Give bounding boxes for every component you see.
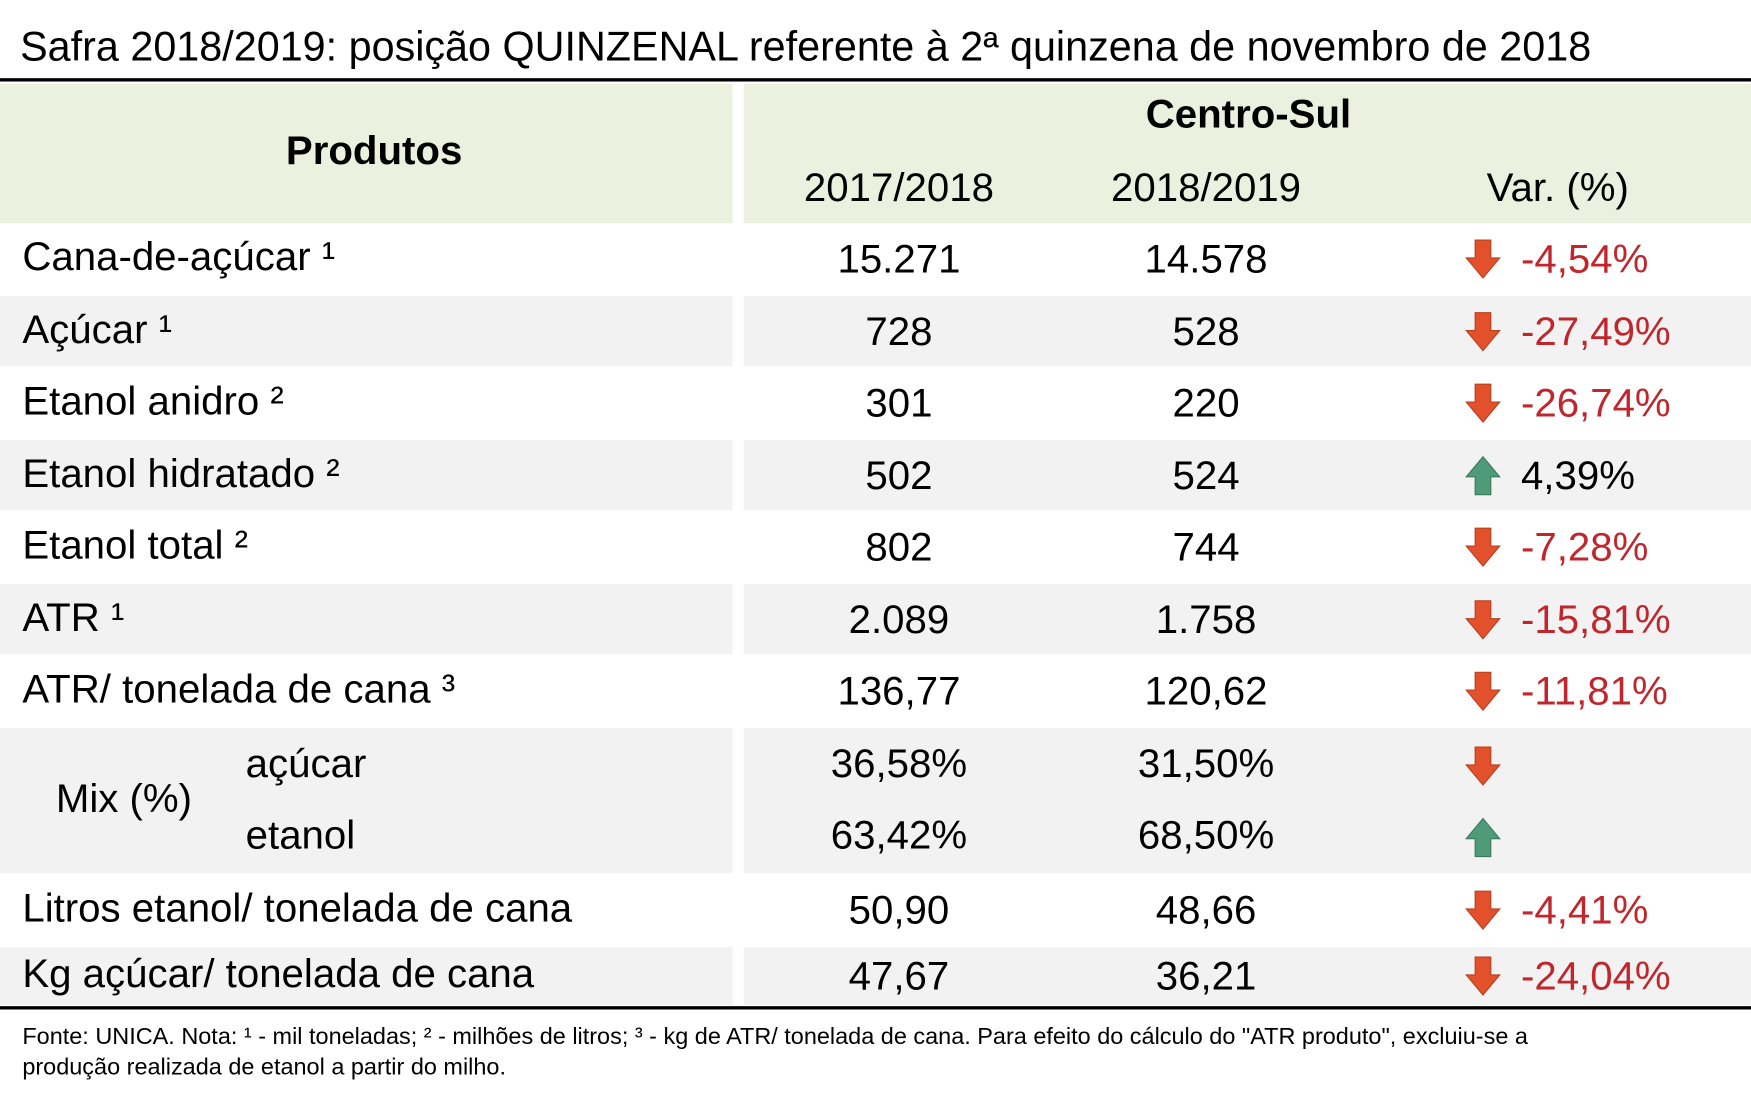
cell: 120,62 (1144, 667, 1268, 714)
row-label: Cana-de-açúcar ¹ (22, 232, 336, 279)
header-bg (743, 83, 1751, 224)
cell: 68,50% (1137, 811, 1275, 858)
row-bg (0, 295, 733, 367)
cell: 136,77 (837, 667, 961, 714)
cell: 502 (865, 451, 933, 498)
cell: 802 (865, 523, 933, 570)
arrow-shape (1465, 383, 1501, 423)
row-bg (0, 875, 733, 945)
change: -11,81% (1520, 667, 1668, 714)
arrow-shape (1465, 311, 1501, 351)
cell: 63,42% (830, 811, 968, 858)
row-bg (743, 584, 1751, 655)
row-bg (0, 512, 733, 582)
change: -7,28% (1520, 523, 1649, 570)
row-bg (0, 584, 733, 655)
trend-arrow (1465, 599, 1501, 640)
trend-arrow (1465, 527, 1501, 568)
row-bg (743, 875, 1751, 945)
cell: 528 (1172, 307, 1240, 354)
cell: 524 (1172, 451, 1240, 498)
arrow-shape (1465, 671, 1501, 712)
cell: 50,90 (848, 886, 950, 933)
header-region: Centro-Sul (1145, 90, 1352, 137)
change: -4,41% (1520, 886, 1649, 933)
row-label: Etanol anidro ² (22, 377, 284, 424)
change: -24,04% (1520, 952, 1671, 999)
cell: 14.578 (1144, 235, 1268, 281)
arrow-shape (1465, 527, 1501, 568)
header-col: Var. (%) (1486, 164, 1629, 210)
trend-arrow (1465, 311, 1501, 351)
footnote: Fonte: UNICA. Nota: ¹ - mil toneladas; ²… (22, 1024, 1528, 1050)
top-rule (0, 78, 1751, 82)
row-label: ATR ¹ (22, 593, 125, 640)
cell: 2.089 (848, 595, 950, 642)
trend-arrow (1465, 746, 1501, 786)
trend-arrow (1465, 238, 1501, 279)
row-bg (743, 512, 1751, 582)
change: -26,74% (1520, 379, 1671, 426)
row-label: ATR/ tonelada de cana ³ (22, 665, 456, 712)
row-label: Kg açúcar/ tonelada de cana (22, 950, 535, 997)
row-bg (743, 223, 1751, 294)
cell: 31,50% (1137, 740, 1275, 787)
arrow-shape (1465, 455, 1501, 495)
row-bg (743, 295, 1751, 367)
row-label: Etanol total ² (22, 521, 249, 568)
row-bg (0, 439, 733, 511)
arrow-shape (1465, 238, 1501, 279)
row-bg (743, 439, 1751, 511)
cell: 220 (1172, 379, 1240, 426)
row-label: Mix (%) (55, 774, 193, 821)
cell: 15.271 (837, 235, 961, 281)
trend-arrow (1465, 890, 1501, 930)
row-label: Etanol hidratado ² (22, 449, 340, 496)
arrow-shape (1465, 890, 1501, 930)
change: 4,39% (1520, 451, 1635, 498)
header-bg (0, 83, 733, 224)
row-bg (0, 656, 733, 726)
cell: 728 (865, 307, 933, 354)
trend-arrow (1465, 817, 1501, 858)
sub-label: açúcar (245, 740, 367, 787)
header-col: 2017/2018 (803, 164, 994, 210)
cell: 36,58% (830, 740, 968, 787)
row-bg (743, 656, 1751, 726)
change: -27,49% (1520, 307, 1671, 354)
arrow-shape (1465, 599, 1501, 640)
change: -15,81% (1520, 595, 1671, 642)
trend-arrow (1465, 956, 1501, 996)
row-bg (743, 946, 1751, 1006)
row-bg (0, 728, 733, 874)
cell: 1.758 (1155, 595, 1257, 642)
cell: 744 (1172, 523, 1240, 570)
cell: 301 (865, 379, 933, 426)
trend-arrow (1465, 671, 1501, 712)
header-products: Produtos (285, 127, 463, 174)
trend-arrow (1465, 383, 1501, 423)
sub-label: etanol (245, 811, 356, 858)
row-label: Litros etanol/ tonelada de cana (22, 884, 573, 931)
row-bg (743, 368, 1751, 438)
row-bg (0, 223, 733, 294)
cell: 48,66 (1155, 886, 1257, 933)
change: -4,54% (1520, 235, 1649, 281)
arrow-shape (1465, 956, 1501, 996)
bottom-rule (0, 1006, 1751, 1010)
arrow-shape (1465, 817, 1501, 858)
footnote: produção realizada de etanol a partir do… (22, 1054, 506, 1080)
row-bg (743, 728, 1751, 874)
row-bg (0, 946, 733, 1006)
row-label: Açúcar ¹ (22, 305, 173, 352)
row-bg (0, 368, 733, 438)
title: Safra 2018/2019: posição QUINZENAL refer… (20, 23, 1592, 70)
arrow-shape (1465, 746, 1501, 786)
cell: 47,67 (848, 952, 950, 999)
cell: 36,21 (1155, 952, 1257, 999)
header-col: 2018/2019 (1111, 164, 1302, 210)
trend-arrow (1465, 455, 1501, 495)
